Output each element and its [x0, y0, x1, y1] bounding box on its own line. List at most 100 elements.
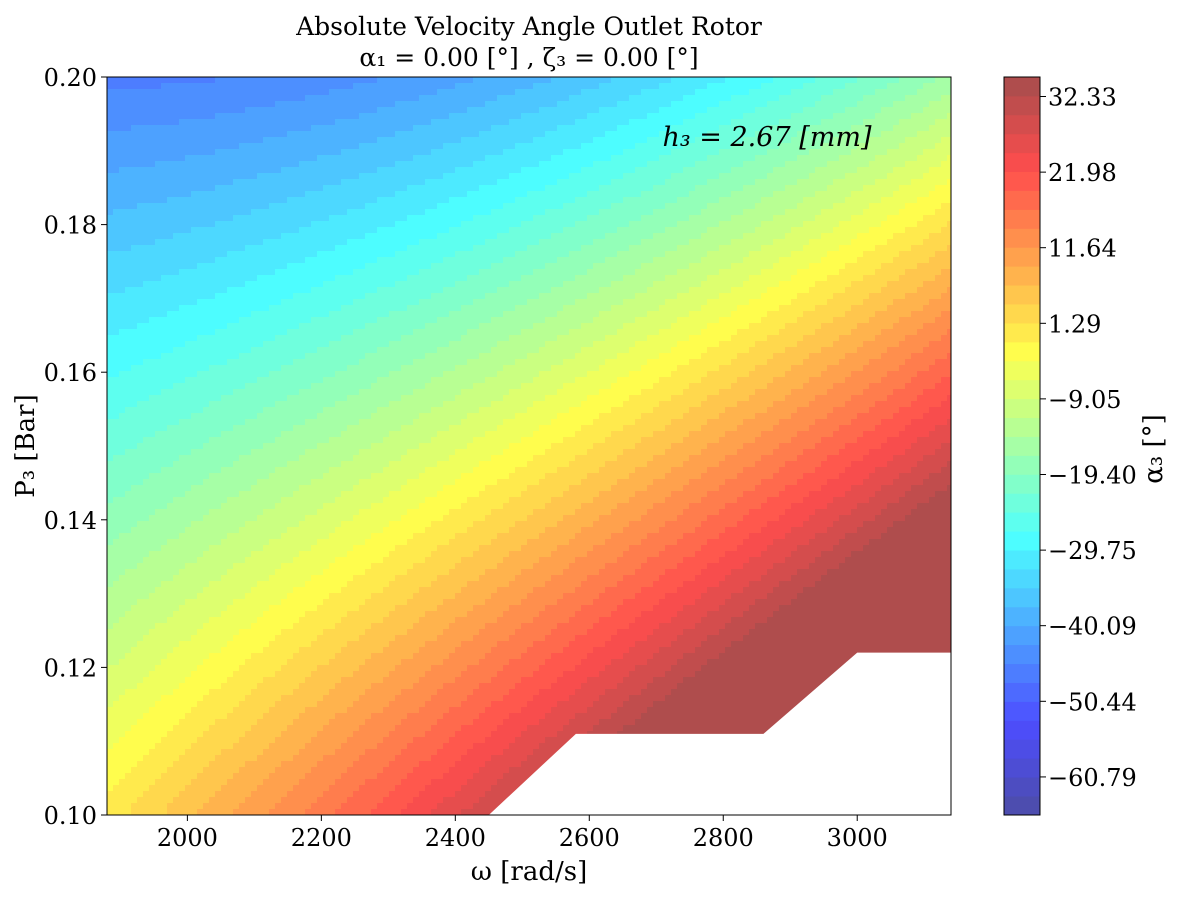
contour-cell [539, 257, 546, 264]
contour-cell [131, 197, 138, 204]
contour-cell [647, 203, 654, 210]
contour-cell [407, 239, 414, 246]
contour-cell [437, 209, 444, 216]
contour-cell [581, 173, 588, 180]
contour-cell [935, 101, 942, 108]
contour-cell [821, 275, 828, 282]
contour-cell [539, 143, 546, 150]
contour-cell [881, 227, 888, 234]
contour-cell [353, 221, 360, 228]
contour-cell [713, 119, 720, 126]
contour-cell [317, 191, 324, 198]
contour-cell [917, 149, 924, 156]
contour-cell [875, 167, 882, 174]
contour-cell [725, 89, 732, 96]
contour-cell [215, 137, 222, 144]
contour-cell [779, 245, 786, 252]
contour-cell [347, 251, 354, 258]
contour-cell [773, 167, 780, 174]
contour-cell [173, 221, 180, 228]
contour-cell [785, 185, 792, 192]
contour-cell [761, 239, 768, 246]
contour-cell [605, 131, 612, 138]
contour-cell [605, 83, 612, 90]
contour-cell [281, 125, 288, 132]
contour-cell [401, 113, 408, 120]
contour-cell [329, 173, 336, 180]
contour-cell [845, 161, 852, 168]
contour-cell [671, 233, 678, 240]
contour-cell [869, 161, 876, 168]
contour-cell [767, 131, 774, 138]
contour-cell [605, 77, 612, 84]
contour-cell [761, 233, 768, 240]
contour-cell [125, 155, 132, 162]
contour-cell [779, 113, 786, 120]
contour-cell [851, 239, 858, 246]
contour-cell [251, 203, 258, 210]
contour-cell [377, 149, 384, 156]
contour-cell [125, 269, 132, 276]
contour-cell [173, 209, 180, 216]
contour-cell [347, 197, 354, 204]
contour-cell [653, 137, 660, 144]
contour-cell [155, 113, 162, 120]
contour-cell [737, 251, 744, 258]
contour-cell [425, 143, 432, 150]
contour-cell [599, 281, 606, 288]
contour-cell [107, 251, 114, 258]
contour-cell [461, 119, 468, 126]
contour-cell [635, 221, 642, 228]
contour-cell [761, 203, 768, 210]
contour-cell [941, 89, 948, 96]
contour-cell [245, 131, 252, 138]
contour-cell [497, 269, 504, 276]
contour-cell [107, 197, 114, 204]
contour-cell [587, 173, 594, 180]
contour-cell [743, 203, 750, 210]
contour-cell [185, 173, 192, 180]
contour-cell [347, 89, 354, 96]
contour-cell [131, 89, 138, 96]
contour-cell [443, 215, 450, 222]
contour-cell [719, 239, 726, 246]
contour-cell [599, 155, 606, 162]
contour-cell [611, 107, 618, 114]
contour-cell [455, 245, 462, 252]
contour-cell [599, 179, 606, 186]
contour-cell [299, 263, 306, 270]
contour-cell [503, 203, 510, 210]
contour-cell [539, 221, 546, 228]
contour-cell [707, 83, 714, 90]
contour-cell [335, 233, 342, 240]
contour-cell [419, 119, 426, 126]
contour-cell [581, 209, 588, 216]
contour-cell [875, 269, 882, 276]
contour-cell [479, 269, 486, 276]
contour-cell [419, 137, 426, 144]
contour-cell [785, 149, 792, 156]
contour-cell [611, 119, 618, 126]
contour-cell [707, 89, 714, 96]
contour-cell [665, 251, 672, 258]
contour-cell [173, 233, 180, 240]
contour-cell [137, 239, 144, 246]
contour-cell [149, 245, 156, 252]
contour-cell [389, 167, 396, 174]
contour-cell [215, 197, 222, 204]
contour-cell [407, 215, 414, 222]
contour-cell [473, 245, 480, 252]
contour-cell [839, 275, 846, 282]
contour-cell [659, 185, 666, 192]
contour-cell [545, 185, 552, 192]
contour-cell [107, 95, 114, 102]
contour-cell [797, 131, 804, 138]
contour-cell [137, 125, 144, 132]
contour-cell [917, 263, 924, 270]
contour-cell [941, 221, 948, 228]
contour-cell [473, 131, 480, 138]
contour-cell [569, 203, 576, 210]
contour-cell [377, 77, 384, 84]
contour-cell [107, 167, 114, 174]
contour-cell [209, 185, 216, 192]
